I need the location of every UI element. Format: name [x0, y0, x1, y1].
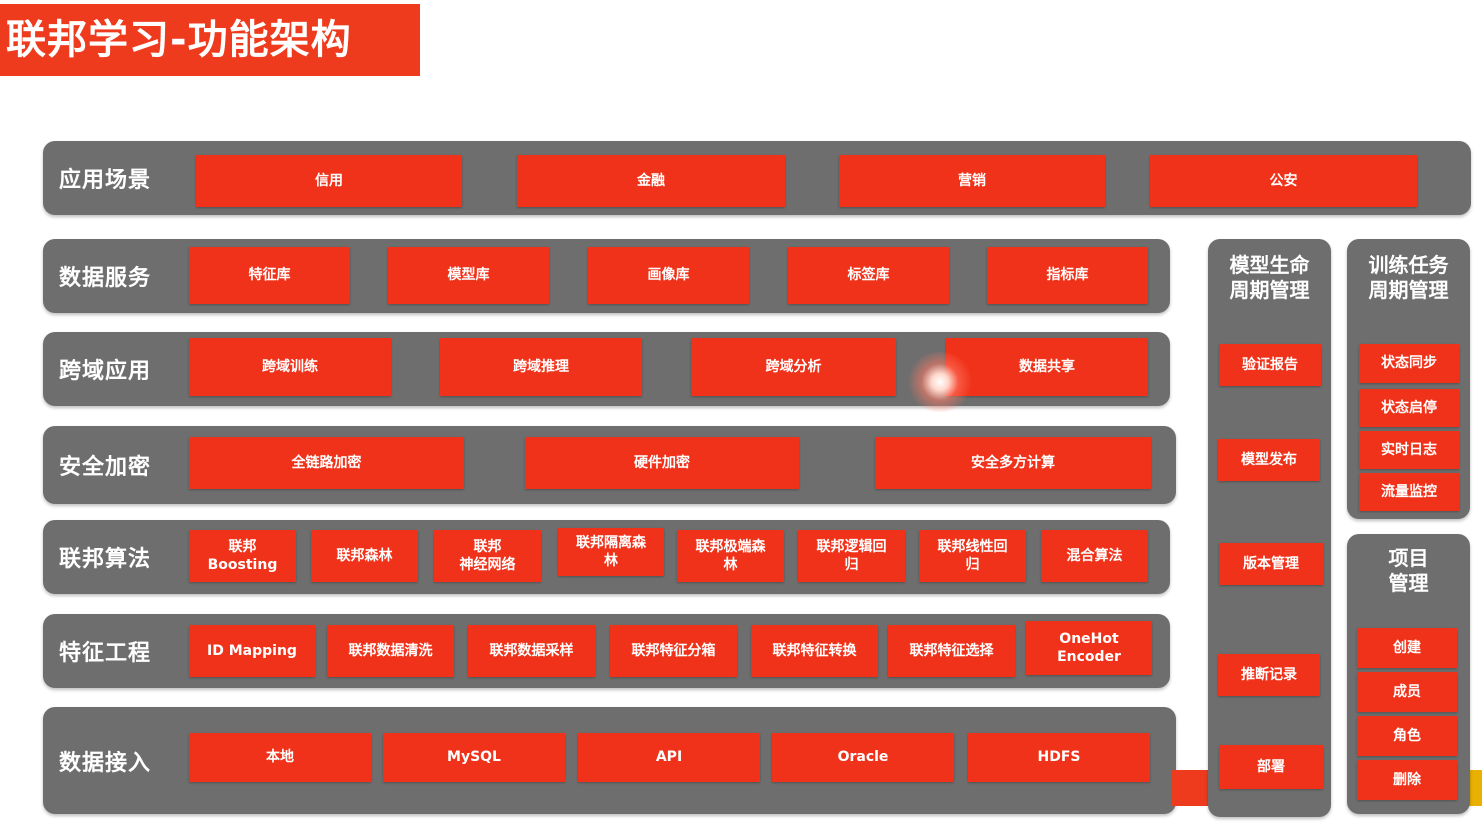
model-version-management: 版本管理	[1219, 543, 1323, 585]
row-security: 安全加密 全链路加密 硬件加密 安全多方计算	[43, 426, 1176, 504]
light-glare	[905, 352, 975, 412]
access-hdfs: HDFS	[968, 733, 1150, 782]
data-service-tag-store: 标签库	[788, 247, 949, 304]
task-lifecycle-column: 训练任务 周期管理 状态同步 状态启停 实时日志 流量监控	[1347, 239, 1470, 519]
cross-domain-data-sharing: 数据共享	[946, 338, 1148, 396]
data-service-feature-store: 特征库	[189, 247, 350, 304]
access-local: 本地	[189, 733, 371, 782]
row-data-service: 数据服务 特征库 模型库 画像库 标签库 指标库	[43, 239, 1170, 313]
model-lifecycle-column: 模型生命 周期管理 验证报告 模型发布 版本管理 推断记录 部署	[1208, 239, 1331, 817]
cross-domain-training: 跨域训练	[189, 338, 391, 396]
algo-neural-network: 联邦 神经网络	[434, 530, 541, 582]
algo-hybrid: 混合算法	[1041, 530, 1148, 582]
logo-fragment-left	[1172, 770, 1210, 806]
row-scenario: 应用场景 信用 金融 营销 公安	[43, 141, 1471, 215]
scenario-police: 公安	[1150, 155, 1417, 207]
algo-extreme-forest: 联邦极端森 林	[677, 530, 784, 582]
row-label-cross-domain: 跨域应用	[59, 359, 152, 384]
row-label-security: 安全加密	[59, 455, 152, 480]
model-validation-report: 验证报告	[1219, 344, 1321, 386]
algo-forest: 联邦森林	[311, 530, 418, 582]
data-service-profile-store: 画像库	[588, 247, 749, 304]
project-management-title: 项目 管理	[1388, 546, 1429, 595]
algo-isolation-forest: 联邦隔离森 林	[558, 528, 664, 576]
project-members: 成员	[1357, 672, 1457, 712]
fe-feature-binning: 联邦特征分箱	[610, 625, 737, 677]
row-cross-domain: 跨域应用 跨域训练 跨域推理 跨域分析 数据共享	[43, 332, 1170, 406]
row-label-data-service: 数据服务	[59, 266, 152, 291]
task-traffic-monitor: 流量监控	[1359, 473, 1459, 511]
algo-boosting: 联邦 Boosting	[189, 530, 296, 582]
model-inference-records: 推断记录	[1218, 654, 1320, 696]
fe-onehot-encoder: OneHot Encoder	[1026, 621, 1152, 675]
access-oracle: Oracle	[772, 733, 954, 782]
row-label-feature-engineering: 特征工程	[59, 641, 152, 666]
page-title: 联邦学习-功能架构	[0, 4, 420, 76]
fe-data-sampling: 联邦数据采样	[468, 625, 595, 677]
cross-domain-inference: 跨域推理	[440, 338, 642, 396]
security-mpc: 安全多方计算	[875, 437, 1151, 489]
model-publish: 模型发布	[1218, 439, 1320, 481]
algo-linear-regression: 联邦线性回 归	[919, 530, 1026, 582]
task-realtime-log: 实时日志	[1359, 431, 1459, 469]
access-mysql: MySQL	[383, 733, 565, 782]
row-label-data-access: 数据接入	[59, 750, 152, 776]
fe-feature-transform: 联邦特征转换	[751, 625, 878, 677]
row-algorithms: 联邦算法 联邦 Boosting 联邦森林 联邦 神经网络 联邦隔离森 林 联邦…	[43, 520, 1170, 594]
row-label-algorithms: 联邦算法	[59, 547, 152, 572]
security-hardware-encryption: 硬件加密	[525, 437, 799, 489]
project-management-column: 项目 管理 创建 成员 角色 删除	[1347, 534, 1470, 814]
fe-feature-selection: 联邦特征选择	[888, 625, 1015, 677]
model-lifecycle-title: 模型生命 周期管理	[1229, 253, 1310, 302]
scenario-marketing: 营销	[839, 155, 1105, 207]
cross-domain-analysis: 跨域分析	[691, 338, 896, 396]
project-delete: 删除	[1357, 760, 1457, 800]
project-create: 创建	[1357, 628, 1457, 668]
fe-data-cleaning: 联邦数据清洗	[327, 625, 454, 677]
row-label-scenario: 应用场景	[59, 168, 152, 193]
task-lifecycle-title: 训练任务 周期管理	[1368, 253, 1449, 302]
scenario-finance: 金融	[517, 155, 785, 207]
algo-logistic-regression: 联邦逻辑回 归	[798, 530, 905, 582]
data-service-model-store: 模型库	[388, 247, 549, 304]
task-status-sync: 状态同步	[1359, 344, 1459, 383]
row-data-access: 数据接入 本地 MySQL API Oracle HDFS	[43, 707, 1176, 814]
access-api: API	[578, 733, 760, 782]
task-start-stop: 状态启停	[1359, 389, 1459, 427]
row-feature-engineering: 特征工程 ID Mapping 联邦数据清洗 联邦数据采样 联邦特征分箱 联邦特…	[43, 614, 1170, 688]
model-deployment: 部署	[1219, 745, 1323, 789]
project-roles: 角色	[1357, 716, 1457, 756]
fe-id-mapping: ID Mapping	[189, 625, 315, 677]
security-full-link-encryption: 全链路加密	[189, 437, 464, 489]
data-service-metric-store: 指标库	[987, 247, 1148, 304]
logo-fragment-right	[1468, 770, 1482, 806]
scenario-credit: 信用	[196, 155, 462, 207]
